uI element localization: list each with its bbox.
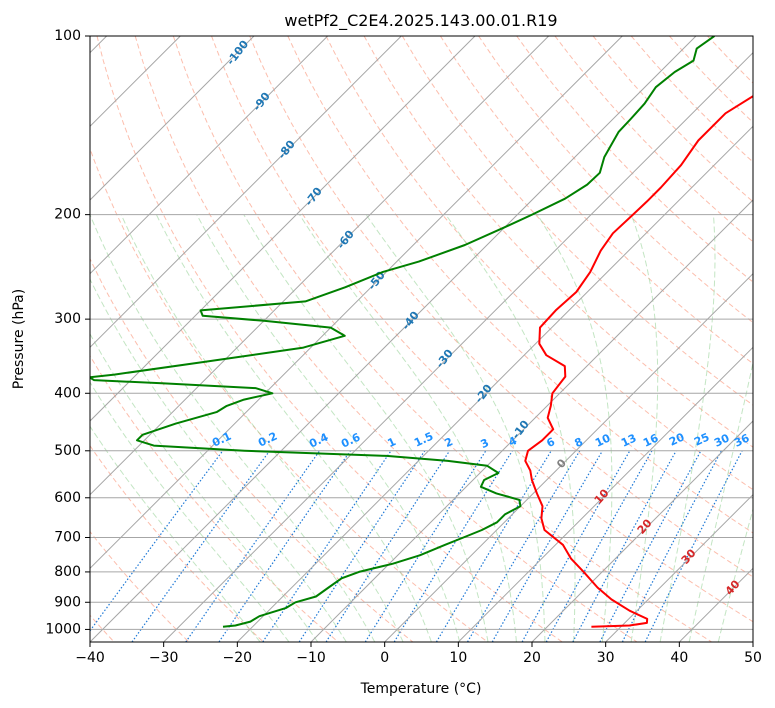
mixing-ratio-line [298,450,426,642]
x-tick-label: 10 [449,650,467,666]
moist-adiabat-line [90,278,347,642]
moist-adiabat-line [688,360,753,642]
mixing-ratio-label: 13 [619,431,638,449]
y-tick-label: 300 [54,311,81,327]
moist-adiabat-line [299,214,517,642]
mixing-ratio-line [262,450,392,642]
mixing-ratio-label: 16 [641,431,661,449]
x-tick-label: 0 [380,650,389,666]
dry-adiabat-line [516,36,753,283]
isotherm-line [90,36,329,275]
plot-area [90,36,753,642]
mixing-ratio-line [325,450,451,642]
dry-adiabat-line [90,444,264,642]
mixing-ratio-line [599,450,702,642]
profile-series [90,36,753,628]
isotherm-line [90,36,402,349]
y-tick-label: 600 [54,490,81,506]
mixing-ratio-label: 25 [692,430,711,448]
dry-adiabat-line [172,36,712,642]
y-tick-label: 200 [54,207,81,223]
isotherm-line [90,36,697,642]
moist-adiabat-line [155,214,432,642]
dry-adiabat-line [478,36,753,324]
x-axis-label: Temperature (°C) [360,681,482,697]
x-tick-label: −20 [223,650,253,666]
y-tick-label: 500 [54,443,81,459]
y-tick-label: 400 [54,385,81,401]
isotherm-line [752,641,753,642]
mixing-ratio-line [185,450,321,642]
isotherm-line [163,51,753,642]
mixing-ratio-line [364,450,487,642]
x-tick-label: 20 [523,650,541,666]
dry-adiabat-line [90,147,488,642]
moist-adiabat-line [659,214,716,642]
moist-adiabat-line [445,214,576,642]
dry-adiabat-line [249,36,753,578]
mixing-ratio-line [90,450,224,632]
isotherm-line [90,36,623,570]
mixing-ratio-line [218,450,351,642]
y-axis-label: Pressure (hPa) [11,289,27,389]
mixing-ratio-line [572,450,677,642]
x-tick-label: −10 [296,650,326,666]
dry-adiabat-line [211,36,753,623]
y-tick-label: 900 [54,594,81,610]
y-tick-label: 100 [54,28,81,44]
y-tick-label: 700 [54,530,81,546]
y-tick-label: 1000 [45,621,81,637]
moist-adiabat-line [90,425,261,642]
background-lines [90,36,753,642]
mixing-ratio-line [621,450,722,642]
plot-background [90,36,753,642]
chart-title: wetPf2_C2E4.2025.143.00.01.R19 [284,11,557,31]
x-tick-label: 50 [744,650,762,666]
mixing-ratio-line [644,450,743,642]
moist-adiabat-line [196,214,461,642]
moist-adiabat-line [120,214,404,642]
mixing-ratio-label: 30 [712,431,732,449]
moist-adiabat-line [90,214,376,642]
dewpoint-line [90,36,715,628]
dry-adiabat-line [96,36,563,642]
isotherm-line [310,199,753,642]
mixing-ratio-line [131,450,271,642]
x-tick-label: 40 [670,650,688,666]
axes: −40 −30 −20 −10 0 10 20 30 40 50 100 200 300 400 500 60… [45,28,762,666]
mixing-ratio-label: 10 [593,431,613,449]
mixing-ratio-line [521,450,631,642]
isotherm-line [90,36,255,201]
x-tick-label: 30 [597,650,615,666]
isotherm-line [605,493,753,642]
dry-adiabat-line [401,36,753,406]
y-tick-label: 800 [54,564,81,580]
moist-adiabat-line [536,214,613,642]
isotherm-line [90,36,476,422]
mixing-ratio-line [435,450,552,642]
dry-adiabat-line [90,257,414,642]
mixing-ratio-line [393,450,513,642]
dry-adiabat-line [439,36,753,365]
isotherm-line [384,272,753,642]
mixing-ratio-line [545,450,653,642]
plot-frame [89,35,754,643]
mixing-ratio-label: 36 [732,431,752,449]
x-tick-label: −30 [149,650,179,666]
dry-adiabat-line [325,36,753,491]
isotherm-line [90,36,550,496]
dry-adiabat-line [287,36,753,534]
dry-adiabat-line [90,530,190,642]
moist-adiabat-line [365,214,546,642]
temperature-line [524,95,753,628]
mixing-ratio-label: 20 [667,430,687,448]
isotherm-line [531,420,753,642]
moist-adiabat-line [717,507,753,642]
x-tick-label: −40 [75,650,105,666]
moist-adiabat-line [630,214,659,642]
